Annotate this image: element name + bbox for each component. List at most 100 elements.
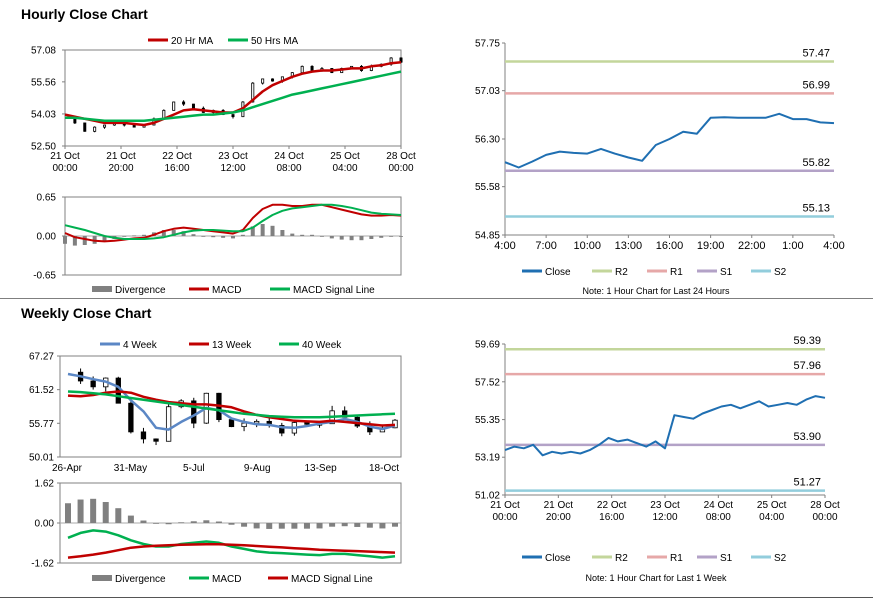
weekly-macd-divergence-bar-17 xyxy=(278,523,285,529)
hourly-pivot-x-tick-2: 10:00 xyxy=(573,240,601,252)
hourly-macd-chart: 0.65 0.00 -0.65 Divergence MACD MACD Signal L… xyxy=(33,193,403,296)
hourly-macd-macd-line xyxy=(64,203,402,243)
hourly-candle-ma50-line xyxy=(65,70,402,123)
hourly-candle-y-tick-1: 55.56 xyxy=(31,77,56,88)
weekly-macd-y-tick-1: 0.00 xyxy=(35,519,55,530)
weekly-pivot-level-r1-label: 57.96 xyxy=(793,360,821,372)
weekly-macd-legend-macd-label: MACD xyxy=(212,574,241,585)
weekly-pivot-y-tick-4: 51.02 xyxy=(475,491,500,502)
hourly-candle-x-tick-date-5: 25 Oct xyxy=(330,151,360,162)
weekly-pivot-x-tick-date-4: 24 Oct xyxy=(704,500,734,511)
weekly-candle-x-tick-3: 9-Aug xyxy=(244,463,271,474)
hourly-macd-divergence-bar-14 xyxy=(201,236,206,237)
hourly-candle-legend-ma20-label: 20 Hr MA xyxy=(171,36,214,47)
weekly-macd-divergence-bar-11 xyxy=(203,520,210,523)
weekly-macd-divergence-bar-18 xyxy=(291,523,298,529)
hourly-macd-divergence-bar-24 xyxy=(300,234,305,236)
hourly-candle-body-11 xyxy=(172,101,176,111)
weekly-pivot-legend-s1-label: S1 xyxy=(720,553,733,564)
hourly-macd-divergence-bar-4 xyxy=(102,236,107,242)
hourly-macd-legend-signal-label: MACD Signal Line xyxy=(293,285,375,296)
hourly-pivot-level-r2-label: 57.47 xyxy=(802,48,830,60)
hourly-candle-body-25 xyxy=(310,65,314,71)
hourly-candle-x-tick-time-2: 16:00 xyxy=(164,163,189,174)
weekly-candle-y-tick-1: 61.52 xyxy=(29,385,54,396)
weekly-macd-legend-signal-label: MACD Signal Line xyxy=(291,574,373,585)
hourly-candle-body-12 xyxy=(182,101,186,105)
weekly-macd-signal-line xyxy=(67,542,396,559)
weekly-candle-body-10 xyxy=(191,400,197,424)
hourly-pivot-legend-close-label: Close xyxy=(545,267,571,278)
hourly-macd-divergence-bar-18 xyxy=(240,234,245,236)
hourly-pivot-x-tick-1: 7:00 xyxy=(535,240,556,252)
weekly-macd-divergence-bar-5 xyxy=(127,515,134,523)
hourly-macd-divergence-bar-31 xyxy=(369,236,374,239)
hourly-macd-divergence-bar-20 xyxy=(260,224,265,236)
hourly-macd-divergence-bar-25 xyxy=(310,234,315,236)
weekly-pivot-x-tick-date-5: 25 Oct xyxy=(757,500,787,511)
weekly-pivot-y-tick-2: 55.35 xyxy=(475,415,500,426)
weekly-macd-macd-line xyxy=(67,529,396,559)
hourly-candle-x-tick-date-2: 22 Oct xyxy=(162,151,192,162)
section-divider xyxy=(0,298,873,299)
hourly-macd-divergence-bar-32 xyxy=(379,236,384,238)
hourly-candle-x-tick-time-0: 00:00 xyxy=(52,163,77,174)
weekly-macd-divergence-bar-3 xyxy=(102,502,109,523)
weekly-pivot-x-tick-time-4: 08:00 xyxy=(706,512,731,523)
weekly-pivot-y-tick-1: 57.52 xyxy=(475,377,500,388)
weekly-candle-x-tick-4: 13-Sep xyxy=(304,463,337,474)
hourly-macd-divergence-bar-33 xyxy=(389,236,394,237)
hourly-candle-frame xyxy=(64,49,402,147)
hourly-macd-divergence-bar-23 xyxy=(290,233,295,236)
weekly-macd-chart: 1.62 0.00 -1.62 Divergence MACD MACD Signal L… xyxy=(31,479,402,585)
hourly-macd-divergence-bar-8 xyxy=(142,234,147,236)
hourly-candle-legend-ma50-label: 50 Hrs MA xyxy=(251,36,299,47)
weekly-candle-body-13 xyxy=(228,419,235,428)
hourly-macd-divergence-bar-10 xyxy=(161,230,166,236)
hourly-macd-y-tick-0: 0.65 xyxy=(37,193,57,204)
hourly-candle-body-21 xyxy=(271,78,275,82)
hourly-candle-x-tick-time-1: 20:00 xyxy=(108,163,133,174)
weekly-macd-divergence-bar-0 xyxy=(65,503,71,523)
hourly-macd-divergence-bar-13 xyxy=(191,234,196,236)
hourly-candle-x-tick-date-4: 24 Oct xyxy=(274,151,304,162)
hourly-pivot-x-tick-4: 16:00 xyxy=(656,240,684,252)
weekly-macd-legend-divergence-label: Divergence xyxy=(115,574,166,585)
weekly-candle-body-5 xyxy=(128,402,134,433)
weekly-candle-x-tick-0: 26-Apr xyxy=(52,463,83,474)
weekly-macd-divergence-bar-1 xyxy=(77,499,84,523)
weekly-macd-y-tick-0: 1.62 xyxy=(35,479,55,490)
hourly-pivot-x-tick-6: 22:00 xyxy=(738,240,766,252)
hourly-macd-divergence-bar-22 xyxy=(280,230,285,236)
weekly-pivot-x-tick-time-5: 04:00 xyxy=(759,512,784,523)
weekly-macd-divergence-bar-4 xyxy=(115,508,122,523)
hourly-candle-body-24 xyxy=(300,65,304,74)
hourly-candle-body-7 xyxy=(132,124,136,128)
hourly-macd-divergence-bar-27 xyxy=(329,236,334,239)
hourly-candle-x-tick-time-5: 04:00 xyxy=(332,163,357,174)
hourly-macd-legend-macd-label: MACD xyxy=(212,285,241,296)
hourly-pivot-level-s1-label: 55.82 xyxy=(802,157,830,169)
weekly-pivot-chart: 59.69 57.52 55.35 53.19 51.02 59.39 57.96 53.90… xyxy=(475,335,840,583)
weekly-candle-y-tick-2: 55.77 xyxy=(29,419,54,430)
weekly-candle-legend-4week-label: 4 Week xyxy=(123,340,158,351)
hourly-macd-divergence-bar-1 xyxy=(72,236,77,246)
hourly-candle-body-19 xyxy=(251,82,255,103)
weekly-candle-body-14 xyxy=(241,422,247,428)
hourly-macd-divergence-bar-16 xyxy=(221,236,226,238)
hourly-macd-divergence-bar-15 xyxy=(211,236,216,238)
hourly-macd-divergence-bar-26 xyxy=(319,236,324,237)
weekly-pivot-level-s1-label: 53.90 xyxy=(793,431,821,443)
hourly-pivot-y-tick-0: 57.75 xyxy=(475,39,500,50)
weekly-candle-x-tick-2: 5-Jul xyxy=(183,463,205,474)
hourly-candle-body-2 xyxy=(83,122,87,132)
hourly-macd-divergence-bar-29 xyxy=(349,236,354,241)
weekly-macd-divergence-bar-13 xyxy=(228,523,235,525)
weekly-macd-divergence-bar-10 xyxy=(190,521,197,523)
hourly-candle-body-34 xyxy=(399,57,403,63)
hourly-macd-signal-line xyxy=(64,203,402,240)
weekly-candle-frame xyxy=(59,355,402,458)
hourly-pivot-x-tick-3: 13:00 xyxy=(615,240,643,252)
